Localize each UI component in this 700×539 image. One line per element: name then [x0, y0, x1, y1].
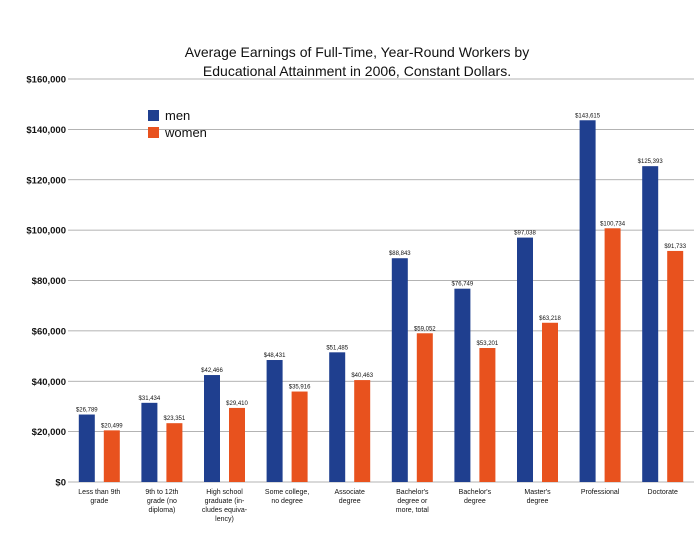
bar-women: [479, 347, 496, 482]
x-tick-label: Associate degree: [335, 489, 365, 505]
x-tick-label-line: degree: [464, 498, 486, 505]
data-label-women: $20,499: [101, 423, 123, 429]
x-tick-label: Master's degree: [524, 489, 551, 505]
y-tick-label: $60,000: [32, 326, 66, 337]
bar-women: [166, 423, 183, 482]
x-tick-label: Doctorate: [648, 489, 678, 496]
bar-women: [604, 228, 621, 482]
x-tick-label-line: grade (no: [147, 498, 177, 505]
bar-women: [354, 380, 371, 482]
x-tick-label-line: Doctorate: [648, 489, 678, 496]
bar-women: [103, 430, 120, 482]
data-label-men: $97,038: [514, 231, 536, 237]
legend-swatch-men: [148, 110, 159, 121]
y-tick-label: $100,000: [26, 226, 66, 237]
bar-women: [542, 322, 558, 482]
bar-men: [579, 120, 596, 483]
y-tick-label: $40,000: [32, 377, 66, 388]
bar-men: [642, 166, 659, 482]
bars: [78, 120, 684, 483]
data-label-women: $29,410: [226, 401, 248, 407]
x-tick-label-line: grade: [90, 498, 108, 505]
x-tick-label-line: lency): [215, 516, 234, 523]
x-tick-label: Professional: [581, 489, 620, 496]
data-label-women: $63,218: [539, 316, 561, 322]
bar-women: [667, 250, 684, 482]
bar-men: [266, 360, 283, 482]
x-tick-label-line: 9th to 12th: [145, 489, 178, 496]
legend-label-women: women: [164, 125, 207, 140]
x-tick-label-line: Less than 9th: [78, 489, 120, 496]
bar-men: [517, 237, 533, 482]
x-tick-label: Some college, no degree: [265, 489, 309, 505]
data-label-women: $91,733: [664, 244, 686, 250]
chart-title-line-1: Average Earnings of Full-Time, Year-Roun…: [185, 44, 529, 60]
y-axis-ticks: $0 $20,000 $40,000 $60,000 $80,000 $100,000 $1…: [26, 75, 66, 489]
x-tick-label-line: Bachelor's: [396, 489, 429, 496]
x-tick-label-line: more, total: [396, 507, 430, 514]
data-label-men: $125,393: [638, 159, 664, 165]
data-label-men: $88,843: [389, 251, 411, 257]
legend-label-men: men: [165, 108, 190, 123]
data-label-men: $76,749: [452, 282, 474, 288]
x-tick-label: Bachelor's degree or more, total: [396, 489, 430, 514]
x-tick-label: Bachelor's degree: [459, 489, 492, 505]
data-labels: $26,789 $20,499 $31,434 $23,351 $42,466 $29,4…: [76, 113, 687, 429]
x-tick-label: 9th to 12th grade (no diploma): [145, 489, 178, 514]
data-label-women: $59,052: [414, 326, 436, 332]
y-tick-label: $120,000: [26, 175, 66, 186]
bar-women: [229, 407, 245, 482]
data-label-men: $48,431: [264, 353, 286, 359]
x-tick-label-line: diploma): [148, 507, 175, 514]
bar-men: [391, 258, 408, 482]
data-label-women: $23,351: [164, 416, 186, 422]
data-label-men: $31,434: [139, 396, 161, 402]
y-tick-label: $140,000: [26, 125, 66, 136]
y-tick-label: $80,000: [32, 276, 66, 287]
data-label-men: $143,615: [575, 113, 601, 119]
bar-men: [454, 288, 471, 482]
x-tick-label-line: Bachelor's: [459, 489, 492, 496]
x-tick-label-line: graduate (in-: [205, 498, 245, 505]
data-label-women: $40,463: [351, 373, 373, 379]
bar-men: [78, 414, 95, 482]
x-tick-label-line: Some college,: [265, 489, 309, 496]
x-tick-label-line: Associate: [335, 489, 365, 496]
y-tick-label: $20,000: [32, 427, 66, 438]
data-label-women: $35,916: [289, 385, 311, 391]
x-tick-label-line: degree: [527, 498, 549, 505]
data-label-men: $42,466: [201, 368, 223, 374]
bar-women: [291, 391, 308, 482]
x-tick-label-line: cludes equiva-: [202, 507, 248, 514]
data-label-men: $51,485: [326, 345, 348, 351]
y-tick-label: $160,000: [26, 75, 66, 86]
x-tick-label: High school graduate (in-cludes equiva-le…: [202, 489, 248, 523]
bar-men: [329, 352, 346, 482]
data-label-women: $100,734: [600, 221, 626, 227]
legend: men women: [148, 108, 207, 140]
x-tick-label-line: no degree: [271, 498, 303, 505]
bar-women: [416, 333, 433, 482]
legend-swatch-women: [148, 127, 159, 138]
y-tick-label: $0: [55, 478, 66, 489]
data-label-women: $53,201: [477, 341, 499, 347]
bar-men: [141, 402, 158, 482]
x-tick-label-line: Professional: [581, 489, 620, 496]
x-tick-label: Less than 9th grade: [78, 489, 120, 505]
chart-title-line-2: Educational Attainment in 2006, Constant…: [203, 63, 511, 79]
x-tick-label-line: degree: [339, 498, 361, 505]
x-tick-label-line: degree or: [397, 498, 428, 505]
x-tick-label-line: High school: [206, 489, 243, 496]
data-label-men: $26,789: [76, 408, 98, 414]
x-axis-ticks: Less than 9th grade 9th to 12th grade (no di…: [78, 489, 678, 523]
bar-men: [204, 375, 220, 482]
x-tick-label-line: Master's: [524, 489, 551, 496]
